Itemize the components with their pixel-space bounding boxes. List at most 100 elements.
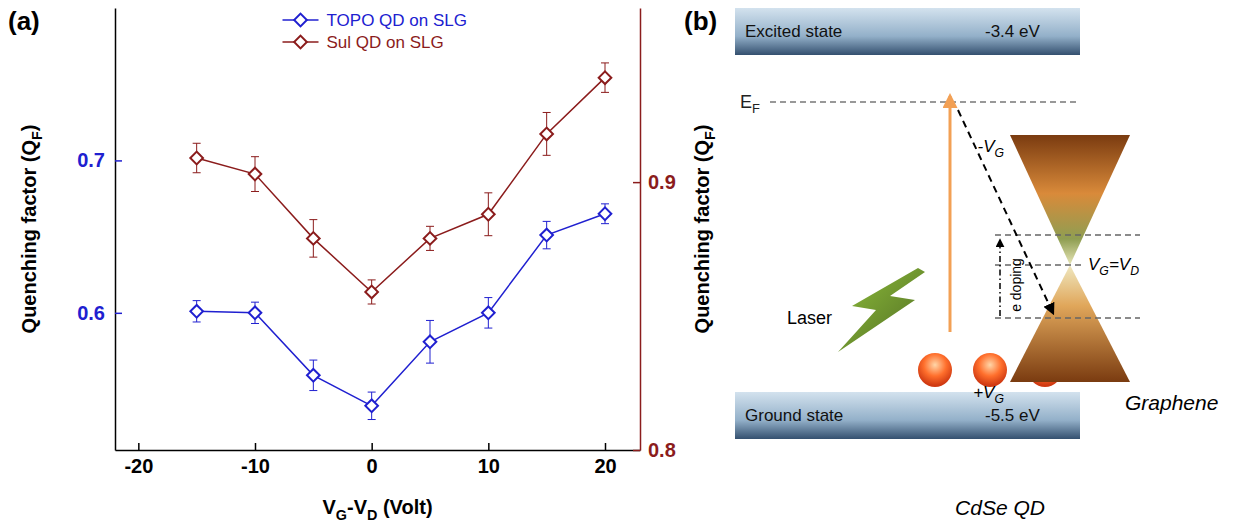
tick-label: 0.7 [77,149,105,171]
series-line [197,214,605,406]
text-part: G [1099,264,1109,278]
error-cap [543,221,551,222]
data-point [365,286,378,299]
tick-label: 10 [478,455,500,477]
tick-mark [115,313,122,315]
tick-label: 0 [367,455,378,477]
legend-marker [294,36,307,49]
excited-state-bar [735,8,1080,55]
doping-arrow [999,240,1001,316]
text-part: D [367,507,377,523]
text-part: G [994,392,1004,406]
tick-label: -10 [241,455,270,477]
data-point [249,307,262,320]
quantum-dot [973,353,1007,387]
ground-state-energy: -5.5 eV [985,406,1040,425]
dirac-point-label: VG=VD [1088,255,1139,278]
tick: -20 [124,443,153,477]
error-cap [426,363,434,364]
axis-line [640,9,642,451]
axis-line [115,9,117,451]
error-cap [368,279,376,280]
error-cap [309,257,317,258]
text-part: ) [691,125,713,132]
text-part: G [994,146,1004,160]
gate-negative-label: -VG [977,137,1004,160]
plot-area [190,63,611,420]
tick-mark [633,450,640,452]
axis-line [116,450,641,452]
y2-axis-title: Quenching factor (QF) [691,125,718,334]
error-cap [484,328,492,329]
error-cap [426,320,434,321]
data-point [599,71,612,84]
ground-state-label: Ground state [745,406,843,425]
tick: 0.8 [633,439,676,461]
legend-marker [294,14,307,27]
panel-label: (a) [8,6,40,36]
series-line [197,78,605,292]
tick: 0 [367,443,378,477]
data-point [482,307,495,320]
data-point [482,208,495,221]
text-part: V [322,496,336,518]
tick-label: 0.6 [77,302,105,324]
legend: TOPO QD on SLG Sul QD on SLG [283,11,467,52]
data-point [307,369,320,382]
data-point [424,335,437,348]
error-cap [426,250,434,251]
tick-mark [488,443,490,450]
legend-item: Sul QD on SLG [283,33,444,52]
legend-item: TOPO QD on SLG [283,11,467,30]
text-part: -V [347,496,368,518]
tick: 0.9 [633,171,676,193]
error-cap [251,191,259,192]
data-point [249,168,262,181]
text-part: ) [18,125,40,132]
error-cap [601,92,609,93]
graphene-upper-cone [1010,135,1130,265]
fermi-level-label: EF [740,92,760,116]
tick-label: 0.8 [648,439,676,461]
transfer-arrow [958,110,1053,313]
error-cap [368,419,376,420]
error-cap [193,143,201,144]
data-point [540,229,553,242]
tick: 0.6 [77,302,122,324]
legend-label: Sul QD on SLG [327,33,444,52]
error-cap [193,321,201,322]
legend-label: TOPO QD on SLG [327,11,467,30]
text-part: F [29,131,45,140]
error-cap [251,302,259,303]
error-cap [368,392,376,393]
data-point [424,232,437,245]
data-point [540,128,553,141]
error-cap [484,297,492,298]
tick-mark [255,443,257,450]
tick-mark [371,443,373,450]
tick-mark [633,182,640,184]
quantum-dot [918,353,952,387]
tick-mark [115,160,122,162]
error-cap [426,226,434,227]
text-part: +V [973,383,996,402]
tick-label: 20 [594,455,616,477]
text-part: (Volt) [377,496,432,518]
error-cap [484,192,492,193]
excited-state-energy: -3.4 eV [985,22,1040,41]
graphene-lower-cone [1010,265,1130,382]
fermi-level-line [770,101,1080,103]
data-point [365,399,378,412]
axis: 0.8 0.9 [633,9,676,461]
quantum-dot-label: CdSe QD [955,496,1045,519]
error-cap [601,62,609,63]
error-cap [193,300,201,301]
figure: (a)-20-10010200.60.70.80.9VG-VD (Volt)Qu… [0,0,1246,529]
laser-bolt [838,268,925,352]
text-part: =V [1109,255,1132,274]
text-part: G [336,507,347,523]
axis: -20 -10 0 10 20 [116,443,641,477]
text-part: F [702,131,718,140]
tick-mark [605,443,607,450]
gate-positive-label: +VG [973,383,1004,406]
